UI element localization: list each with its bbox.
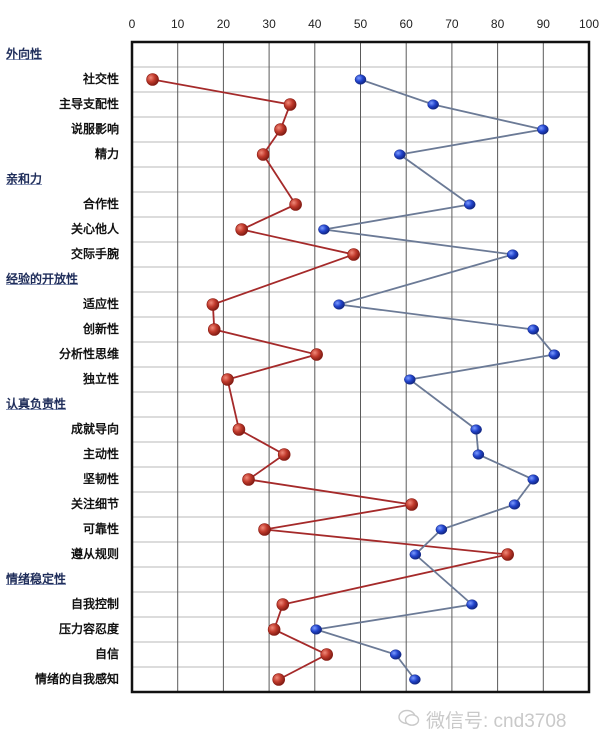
category-label: 成就导向 [70,422,119,436]
category-label: 关心他人 [70,222,119,236]
red-data-point [256,148,270,161]
category-label: 社交性 [82,72,119,86]
watermark: 微信号: cnd3708 [398,706,566,733]
red-data-point [274,123,287,136]
wechat-icon [398,709,420,733]
blue-data-point [527,324,539,335]
category-label: 交际手腕 [70,247,119,261]
category-label: 合作性 [82,197,119,211]
category-label: 可靠性 [82,522,119,536]
blue-data-point [318,224,330,235]
x-tick-label: 0 [128,17,136,31]
x-tick-label: 40 [308,17,322,31]
red-data-point [146,73,159,86]
x-tick-label: 30 [262,17,276,31]
blue-data-point [508,499,521,510]
category-label: 关注细节 [70,497,119,511]
blue-data-point [310,624,322,635]
category-label: 自我控制 [70,597,119,611]
red-data-point [232,423,246,436]
x-tick-label: 60 [399,17,413,31]
red-data-point [242,473,255,486]
blue-data-point [435,524,448,535]
x-tick-label: 50 [353,17,368,31]
blue-data-point [409,549,422,560]
red-data-point [207,323,221,336]
blue-data-point [527,474,539,485]
red-data-point [405,498,418,511]
blue-data-point [472,449,485,460]
blue-data-point [409,674,421,685]
blue-data-point [548,349,561,360]
category-label: 压力容忍度 [58,622,119,636]
red-data-point [276,598,290,611]
x-tick-label: 90 [536,17,550,31]
red-data-point [258,523,271,536]
category-label: 适应性 [82,297,119,311]
blue-data-point [466,599,478,610]
group-label: 情绪稳定性 [6,572,67,586]
red-data-point [272,673,285,686]
blue-data-point [333,299,345,310]
group-label: 亲和力 [6,172,43,186]
red-data-point [221,373,234,386]
red-data-point [310,348,323,361]
x-tick-label: 70 [445,17,459,31]
blue-data-point [404,374,416,385]
plot-border [130,40,591,694]
category-label: 创新性 [82,322,119,336]
category-label: 说服影响 [70,122,119,136]
category-label: 自信 [94,647,119,661]
blue-data-point [354,74,367,85]
watermark-text: 微信号: cnd3708 [426,711,567,732]
red-data-point [277,448,291,461]
red-data-point [206,298,220,311]
red-data-point [283,98,297,111]
x-tick-label: 20 [216,17,231,31]
blue-data-point [389,649,402,660]
red-data-point [289,198,302,211]
blue-data-point [394,149,406,160]
red-data-point [320,648,333,661]
category-label: 独立性 [82,372,119,386]
category-label: 分析性思维 [58,347,119,361]
category-label: 精力 [94,147,119,161]
category-label: 坚韧性 [82,472,119,486]
category-label: 情绪的自我感知 [34,672,119,686]
red-data-point [267,623,281,636]
group-label: 认真负责性 [6,397,67,411]
category-label: 遵从规则 [70,547,119,561]
red-data-point [235,223,248,236]
x-tick-label: 100 [578,17,600,31]
blue-data-point [506,249,519,260]
x-tick-label: 80 [490,17,505,31]
x-tick-label: 10 [171,17,185,31]
blue-data-point [463,199,476,210]
red-data-point [501,548,514,561]
blue-data-point [537,124,549,135]
red-data-point [347,248,360,261]
blue-data-point [427,99,439,110]
blue-data-point [470,424,482,435]
category-label: 主导支配性 [58,97,119,111]
group-label: 外向性 [6,47,43,61]
category-label: 主动性 [82,447,119,461]
group-label: 经验的开放性 [6,272,79,286]
